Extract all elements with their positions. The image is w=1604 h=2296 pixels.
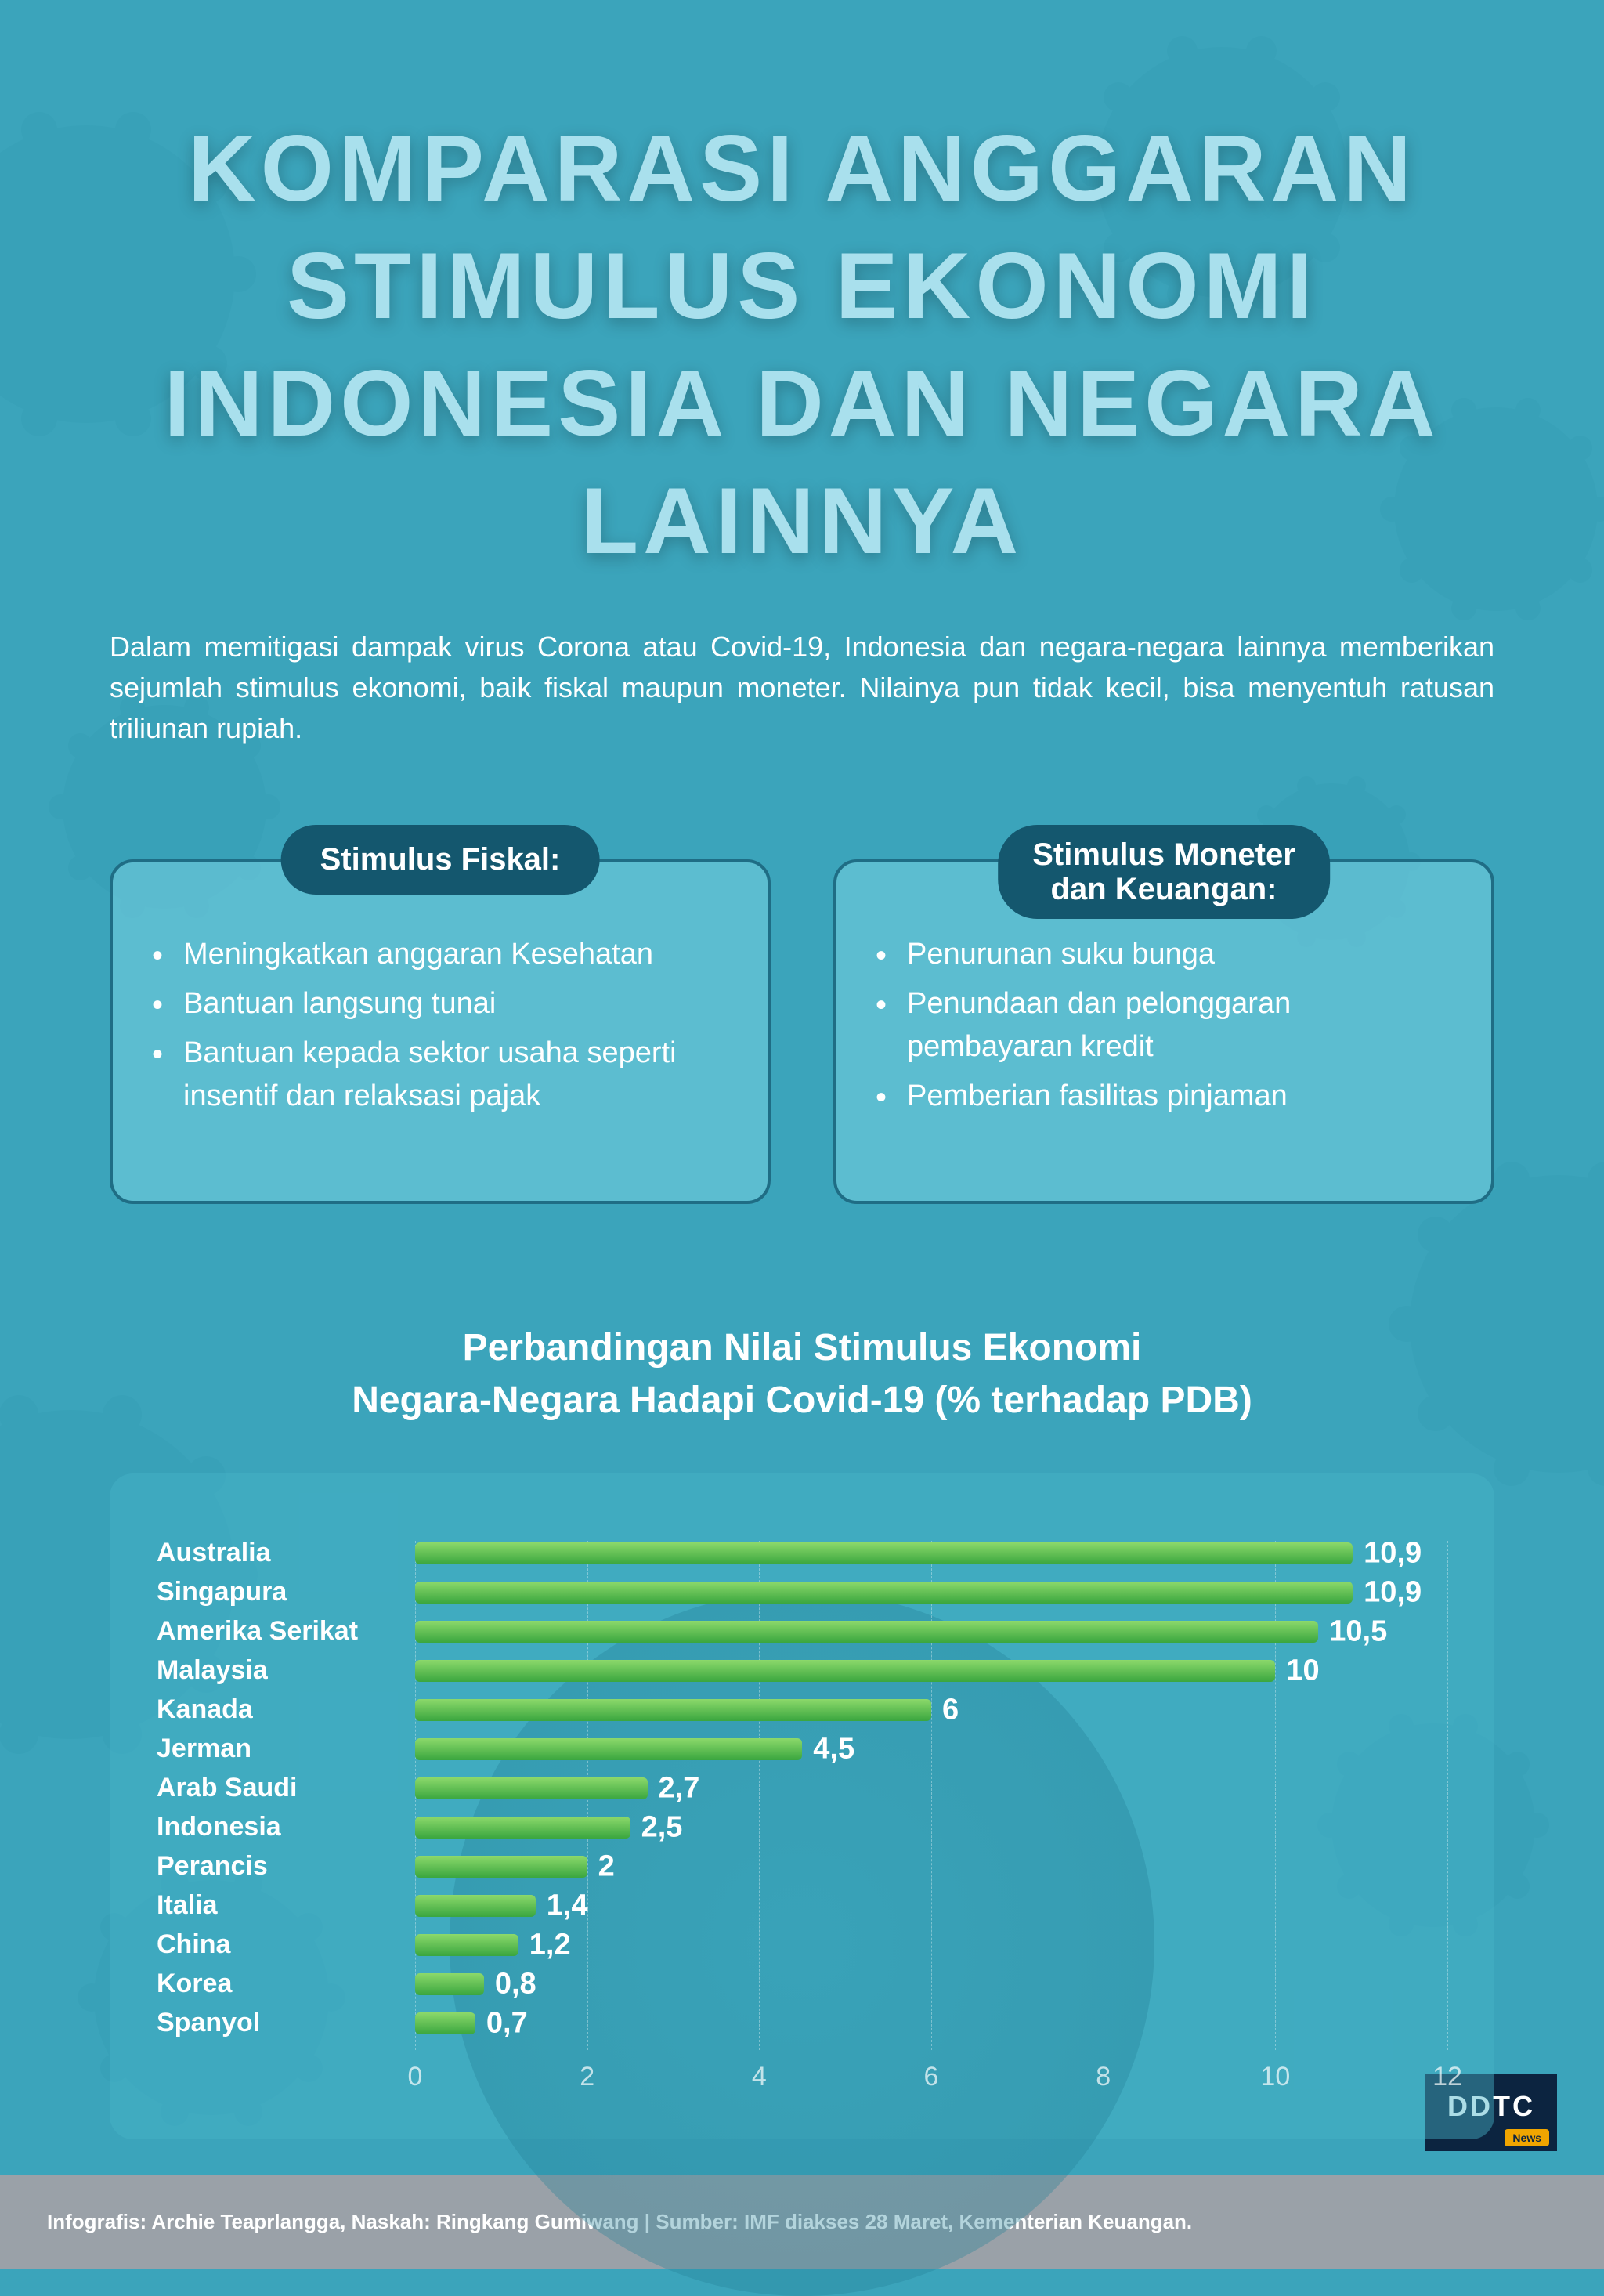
bar-value: 6 bbox=[942, 1693, 959, 1727]
list-item: Pemberian fasilitas pinjaman bbox=[876, 1075, 1452, 1118]
bar-label: China bbox=[157, 1929, 415, 1960]
bar-label: Australia bbox=[157, 1538, 415, 1568]
chart-row: Singapura 10,9 bbox=[157, 1574, 1447, 1611]
box-fiskal-header: Stimulus Fiskal: bbox=[281, 825, 600, 895]
chart-row: Korea 0,8 bbox=[157, 1965, 1447, 2003]
box-moneter-header: Stimulus Moneterdan Keuangan: bbox=[998, 825, 1330, 919]
chart-row: Spanyol 0,7 bbox=[157, 2005, 1447, 2042]
bar bbox=[415, 1777, 648, 1799]
bar-value: 2,7 bbox=[659, 1771, 700, 1805]
bar-label: Perancis bbox=[157, 1851, 415, 1882]
bar-value: 2 bbox=[598, 1849, 615, 1883]
chart-row: Amerika Serikat 10,5 bbox=[157, 1613, 1447, 1651]
chart-row: Arab Saudi 2,7 bbox=[157, 1770, 1447, 1807]
x-axis-label: 0 bbox=[408, 2062, 423, 2092]
chart-row: Kanada 6 bbox=[157, 1691, 1447, 1729]
bar-label: Korea bbox=[157, 1969, 415, 1999]
bar bbox=[415, 1817, 630, 1839]
bar-value: 10,5 bbox=[1329, 1614, 1387, 1648]
x-axis-label: 4 bbox=[752, 2062, 767, 2092]
box-moneter-list: Penurunan suku bunga Penundaan dan pelong… bbox=[876, 933, 1452, 1118]
bar-label: Arab Saudi bbox=[157, 1773, 415, 1803]
bar-label: Malaysia bbox=[157, 1655, 415, 1686]
bar-value: 10,9 bbox=[1364, 1536, 1422, 1570]
list-item: Bantuan langsung tunai bbox=[152, 982, 728, 1025]
bar-label: Singapura bbox=[157, 1577, 415, 1607]
bar bbox=[415, 1934, 518, 1956]
page-title: KOMPARASI ANGGARAN STIMULUS EKONOMI INDO… bbox=[94, 110, 1510, 580]
bar-label: Indonesia bbox=[157, 1812, 415, 1842]
chart-row: Malaysia 10 bbox=[157, 1652, 1447, 1690]
bar-value: 1,2 bbox=[529, 1928, 571, 1962]
x-axis-label: 8 bbox=[1096, 2062, 1111, 2092]
bar-label: Kanada bbox=[157, 1694, 415, 1725]
bar-value: 1,4 bbox=[547, 1889, 588, 1922]
intro-text: Dalam memitigasi dampak virus Corona ata… bbox=[110, 627, 1494, 750]
bar bbox=[415, 2012, 475, 2034]
list-item: Penundaan dan pelonggaran pembayaran kre… bbox=[876, 982, 1452, 1068]
list-item: Penurunan suku bunga bbox=[876, 933, 1452, 976]
bar-value: 0,8 bbox=[495, 1967, 536, 2001]
box-fiskal: Stimulus Fiskal: Meningkatkan anggaran K… bbox=[110, 859, 771, 1204]
chart-row: Indonesia 2,5 bbox=[157, 1809, 1447, 1846]
bar bbox=[415, 1582, 1353, 1604]
bar bbox=[415, 1895, 536, 1917]
bar-value: 10,9 bbox=[1364, 1575, 1422, 1609]
bar bbox=[415, 1738, 802, 1760]
bar bbox=[415, 1856, 587, 1878]
bar bbox=[415, 1621, 1318, 1643]
bar-label: Spanyol bbox=[157, 2008, 415, 2038]
bar-value: 0,7 bbox=[486, 2006, 528, 2040]
bar-label: Jerman bbox=[157, 1734, 415, 1764]
list-item: Bantuan kepada sektor usaha seperti inse… bbox=[152, 1032, 728, 1118]
chart-row: Australia 10,9 bbox=[157, 1535, 1447, 1572]
bar bbox=[415, 1660, 1275, 1682]
bar-label: Amerika Serikat bbox=[157, 1616, 415, 1647]
bar-value: 10 bbox=[1286, 1654, 1319, 1687]
x-axis-label: 2 bbox=[580, 2062, 594, 2092]
chart-row: Italia 1,4 bbox=[157, 1887, 1447, 1925]
bar-value: 4,5 bbox=[813, 1732, 854, 1766]
chart-panel: 0 2 4 6 8 10 12 Australia 10,9 Singapura 10,9 Ameri… bbox=[110, 1473, 1494, 2139]
x-axis-label: 10 bbox=[1260, 2062, 1290, 2092]
bar bbox=[415, 1542, 1353, 1564]
chart-row: Jerman 4,5 bbox=[157, 1730, 1447, 1768]
x-axis-label: 12 bbox=[1432, 2062, 1462, 2092]
bar bbox=[415, 1699, 931, 1721]
bar-value: 2,5 bbox=[641, 1810, 683, 1844]
list-item: Meningkatkan anggaran Kesehatan bbox=[152, 933, 728, 976]
bar-label: Italia bbox=[157, 1890, 415, 1921]
x-axis-label: 6 bbox=[924, 2062, 939, 2092]
box-fiskal-list: Meningkatkan anggaran Kesehatan Bantuan l… bbox=[152, 933, 728, 1118]
bar bbox=[415, 1973, 484, 1995]
info-boxes: Stimulus Fiskal: Meningkatkan anggaran K… bbox=[110, 859, 1494, 1204]
box-moneter: Stimulus Moneterdan Keuangan: Penurunan … bbox=[833, 859, 1494, 1204]
chart-row: Perancis 2 bbox=[157, 1848, 1447, 1886]
chart-title: Perbandingan Nilai Stimulus Ekonomi Nega… bbox=[94, 1322, 1510, 1426]
chart-row: China 1,2 bbox=[157, 1926, 1447, 1964]
bar-chart: 024681012Australia10,9Singapura10,9Ameri… bbox=[415, 1528, 1447, 2092]
